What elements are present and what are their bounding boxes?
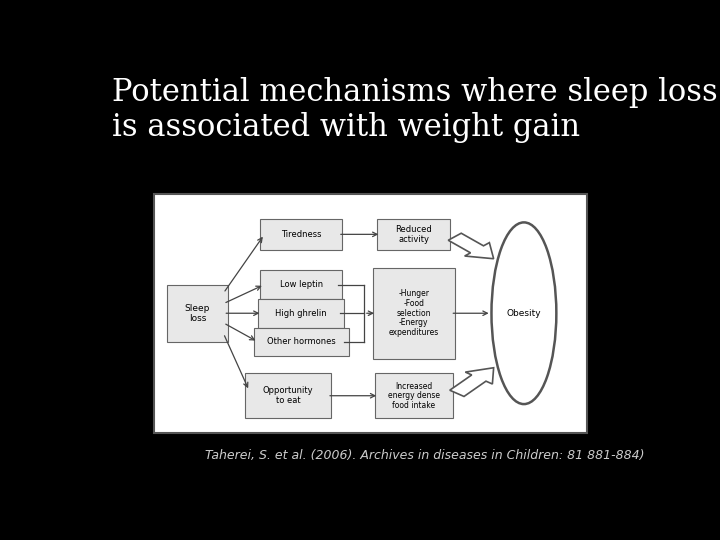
Text: Potential mechanisms where sleep loss
is associated with weight gain: Potential mechanisms where sleep loss is… <box>112 77 718 143</box>
FancyBboxPatch shape <box>154 194 587 433</box>
Text: Taherei, S. et al. (2006). Archives in diseases in Children: 81 881-884): Taherei, S. et al. (2006). Archives in d… <box>205 449 644 462</box>
